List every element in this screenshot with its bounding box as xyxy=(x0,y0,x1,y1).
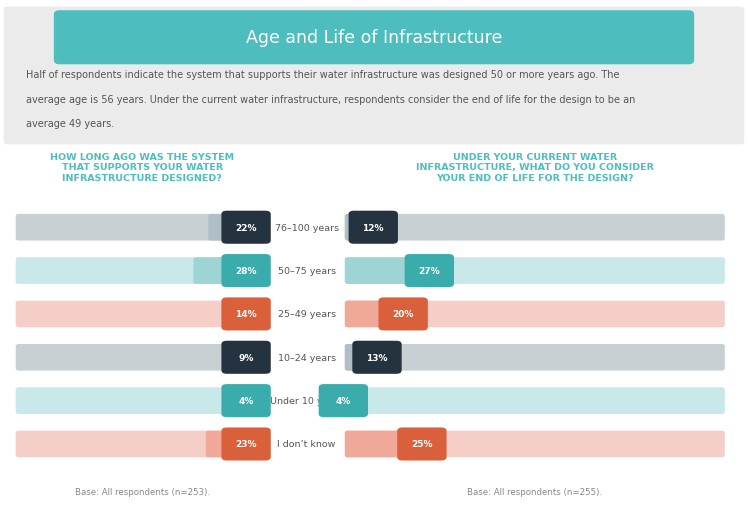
FancyBboxPatch shape xyxy=(16,344,269,371)
FancyBboxPatch shape xyxy=(221,254,271,288)
FancyBboxPatch shape xyxy=(319,384,368,417)
FancyBboxPatch shape xyxy=(228,301,269,328)
Text: 9%: 9% xyxy=(239,353,254,362)
Text: average age is 56 years. Under the current water infrastructure, respondents con: average age is 56 years. Under the curre… xyxy=(26,95,636,105)
FancyBboxPatch shape xyxy=(345,431,444,458)
Text: 13%: 13% xyxy=(367,353,387,362)
FancyBboxPatch shape xyxy=(345,431,725,458)
Text: 12%: 12% xyxy=(363,223,384,232)
FancyBboxPatch shape xyxy=(4,8,744,145)
FancyBboxPatch shape xyxy=(345,301,426,328)
Text: Half of respondents indicate the system that supports their water infrastructure: Half of respondents indicate the system … xyxy=(26,70,619,80)
Text: Age and Life of Infrastructure: Age and Life of Infrastructure xyxy=(246,29,502,47)
Text: 14%: 14% xyxy=(236,310,257,319)
FancyBboxPatch shape xyxy=(345,258,725,285)
FancyBboxPatch shape xyxy=(221,298,271,331)
FancyBboxPatch shape xyxy=(221,341,271,374)
FancyBboxPatch shape xyxy=(54,11,694,65)
Text: 25%: 25% xyxy=(411,440,432,448)
FancyBboxPatch shape xyxy=(206,431,269,458)
FancyBboxPatch shape xyxy=(16,258,269,285)
FancyBboxPatch shape xyxy=(345,344,399,371)
FancyBboxPatch shape xyxy=(16,431,269,458)
Text: 27%: 27% xyxy=(419,267,440,275)
FancyBboxPatch shape xyxy=(16,301,269,328)
Text: 4%: 4% xyxy=(239,397,254,405)
Text: 25–49 years: 25–49 years xyxy=(278,310,336,319)
Text: Base: All respondents (n=253).: Base: All respondents (n=253). xyxy=(75,487,209,496)
FancyBboxPatch shape xyxy=(345,214,725,241)
Text: 76–100 years: 76–100 years xyxy=(275,223,339,232)
FancyBboxPatch shape xyxy=(253,387,269,414)
FancyBboxPatch shape xyxy=(221,384,271,417)
Text: I don’t know: I don’t know xyxy=(278,440,336,448)
FancyBboxPatch shape xyxy=(345,387,366,414)
FancyBboxPatch shape xyxy=(349,211,398,244)
FancyBboxPatch shape xyxy=(345,344,725,371)
FancyBboxPatch shape xyxy=(345,214,396,241)
Text: 22%: 22% xyxy=(236,223,257,232)
Text: UNDER YOUR CURRENT WATER
INFRASTRUCTURE, WHAT DO YOU CONSIDER
YOUR END OF LIFE F: UNDER YOUR CURRENT WATER INFRASTRUCTURE,… xyxy=(416,153,654,182)
FancyBboxPatch shape xyxy=(240,344,269,371)
FancyBboxPatch shape xyxy=(345,387,725,414)
FancyBboxPatch shape xyxy=(16,387,269,414)
FancyBboxPatch shape xyxy=(378,298,428,331)
FancyBboxPatch shape xyxy=(405,254,454,288)
FancyBboxPatch shape xyxy=(194,258,269,285)
Text: 4%: 4% xyxy=(336,397,351,405)
FancyBboxPatch shape xyxy=(352,341,402,374)
Text: HOW LONG AGO WAS THE SYSTEM
THAT SUPPORTS YOUR WATER
INFRASTRUCTURE DESIGNED?: HOW LONG AGO WAS THE SYSTEM THAT SUPPORT… xyxy=(50,153,234,182)
Text: 28%: 28% xyxy=(236,267,257,275)
Text: 23%: 23% xyxy=(236,440,257,448)
FancyBboxPatch shape xyxy=(16,214,269,241)
Text: Base: All respondents (n=255).: Base: All respondents (n=255). xyxy=(468,487,602,496)
Text: 10–24 years: 10–24 years xyxy=(278,353,336,362)
Text: 20%: 20% xyxy=(393,310,414,319)
Text: average 49 years.: average 49 years. xyxy=(26,119,114,129)
FancyBboxPatch shape xyxy=(208,214,269,241)
FancyBboxPatch shape xyxy=(397,428,447,461)
Text: 50–75 years: 50–75 years xyxy=(278,267,336,275)
FancyBboxPatch shape xyxy=(221,428,271,461)
FancyBboxPatch shape xyxy=(345,301,725,328)
Text: Under 10 years: Under 10 years xyxy=(270,397,343,405)
FancyBboxPatch shape xyxy=(345,258,452,285)
FancyBboxPatch shape xyxy=(221,211,271,244)
